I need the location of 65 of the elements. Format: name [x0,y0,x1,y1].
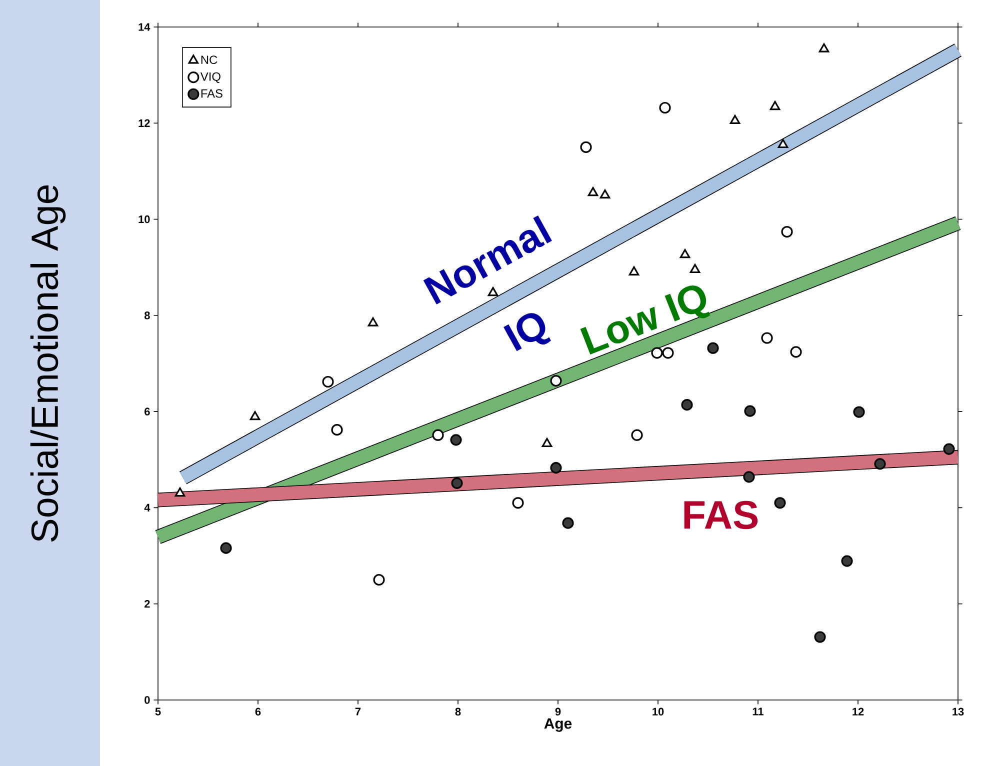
point [368,317,378,326]
point [174,487,186,497]
x-tick-label: 9 [555,708,561,716]
legend-label: FAS [201,89,222,98]
point [373,574,385,586]
point [331,424,343,436]
y-tick-label: 10 [138,215,150,224]
x-tick-label: 8 [455,708,461,716]
point [790,346,802,358]
point [681,399,693,411]
point [580,141,592,153]
point [841,555,853,567]
point [662,347,674,359]
point [853,406,865,418]
point [690,264,700,274]
point [550,462,562,474]
point [774,497,786,509]
point [743,471,755,483]
point [628,266,640,276]
x-tick-label: 10 [652,708,664,716]
point [778,138,788,148]
x-tick-label: 6 [255,708,261,716]
point [730,114,740,124]
point [550,374,562,387]
y-tick-label: 0 [144,696,150,704]
point [744,405,756,417]
point [818,43,830,52]
point [542,438,552,448]
text: Low IQ [580,285,710,354]
point [761,332,773,344]
y-tick-label: 2 [144,600,150,608]
x-tick-label: 11 [752,708,764,716]
x-tick-label: 13 [952,708,964,716]
x-tick-label: 5 [155,708,161,716]
legend-label: VIQ [200,72,220,84]
point [451,477,463,489]
point [512,497,524,509]
y-tick-label: 6 [144,408,150,416]
point [450,434,462,446]
point [874,458,886,470]
point [562,517,574,529]
point [680,249,690,258]
y-tick-label: 12 [138,119,150,127]
series-label: FAS [684,500,758,530]
y-tick-label: 8 [144,312,150,320]
point [588,187,598,196]
x-axis-title: Age [544,718,572,732]
point [781,226,793,238]
point [322,376,334,388]
y-tick-label: 14 [138,23,150,31]
legend-label: NC [201,56,218,64]
point [814,631,826,643]
point [943,443,955,455]
point [250,411,260,420]
y-tick-label: 4 [144,504,150,512]
point [631,429,643,441]
point [220,542,232,554]
y-axis-title: Social/Emotional Age [30,185,66,542]
x-tick-label: 7 [355,708,361,716]
point [600,189,610,199]
point [659,102,671,114]
point [707,342,719,354]
point [770,100,780,110]
point [432,429,444,441]
x-tick-label: 12 [852,708,864,716]
